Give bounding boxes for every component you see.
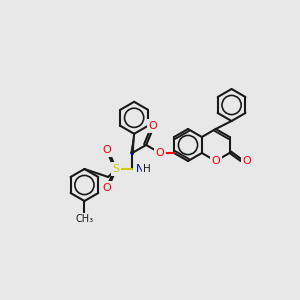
Text: O: O	[211, 156, 220, 166]
Text: O: O	[103, 145, 112, 155]
Text: S: S	[112, 164, 120, 174]
Polygon shape	[130, 134, 134, 153]
Text: CH₃: CH₃	[75, 214, 94, 224]
Text: O: O	[156, 148, 164, 158]
Text: O: O	[149, 121, 158, 131]
Text: H: H	[143, 164, 151, 174]
Text: N: N	[136, 164, 145, 174]
Text: O: O	[242, 156, 251, 166]
Text: O: O	[103, 183, 112, 193]
